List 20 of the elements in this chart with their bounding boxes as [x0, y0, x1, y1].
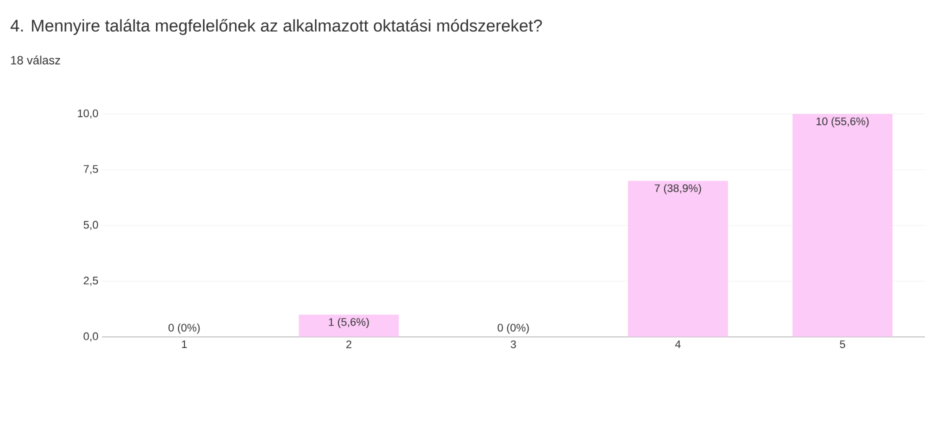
bar: [298, 314, 399, 337]
bar: [628, 180, 728, 337]
x-tick-label: 2: [346, 340, 352, 348]
data-label: 1 (5,6%): [328, 318, 369, 328]
data-label: 0 (0%): [168, 324, 200, 334]
x-tick-label: 5: [840, 340, 846, 348]
chart-subtitle: 18 válasz: [11, 56, 60, 64]
y-tick-label: 7,5: [84, 165, 98, 174]
x-tick-label: 1: [182, 340, 187, 348]
data-label: 0 (0%): [498, 324, 529, 334]
y-tick-label: 2,5: [84, 276, 98, 286]
data-label: 7 (38,9%): [654, 184, 702, 194]
y-tick-label: 10,0: [78, 110, 98, 119]
data-label: 10 (55,6%): [816, 117, 869, 128]
chart-title: 4. Mennyire találta megfelelőnek az alkalmazott oktatási módszereket?: [10, 19, 542, 36]
x-tick-label: 4: [675, 340, 681, 348]
y-tick-label: 0,0: [84, 332, 98, 342]
bar: [792, 114, 893, 337]
x-tick-label: 3: [510, 340, 516, 348]
y-tick-label: 5,0: [84, 220, 98, 230]
